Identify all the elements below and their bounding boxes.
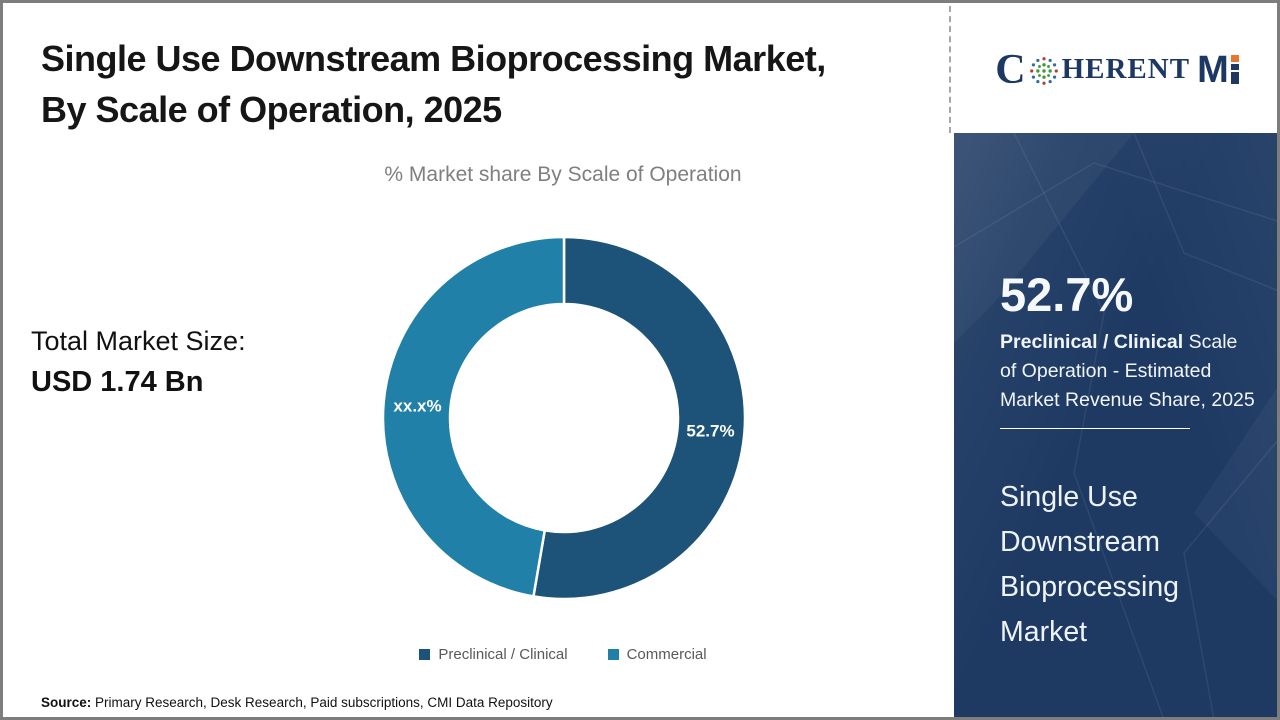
legend-label: Preclinical / Clinical (438, 646, 568, 663)
logo-letter-m: M (1197, 48, 1229, 91)
dashed-divider (949, 6, 951, 133)
donut-slice (381, 235, 566, 598)
source-line: Source: Primary Research, Desk Research,… (41, 695, 553, 710)
page-title-line1: Single Use Downstream Bioprocessing Mark… (41, 38, 826, 79)
logo-letters-herent: HERENT (1061, 53, 1191, 85)
sidebar-desc-bold: Preclinical / Clinical (1000, 331, 1184, 354)
logo-box: C (954, 6, 1277, 133)
coherentmi-logo: C (995, 46, 1239, 93)
source-text: Primary Research, Desk Research, Paid su… (91, 695, 553, 710)
donut-chart: 52.7% xx.x% (381, 235, 747, 601)
page-title: Single Use Downstream Bioprocessing Mark… (41, 33, 931, 135)
page-title-line2: By Scale of Operation, 2025 (41, 89, 502, 130)
legend-swatch-icon (607, 649, 619, 660)
market-size-label: Total Market Size: (31, 326, 246, 356)
donut-slice (531, 235, 747, 601)
sidebar-divider-line (1000, 428, 1190, 430)
chart-legend: Preclinical / Clinical Commercial (163, 646, 963, 663)
sidebar-desc-rest: Scale of Operation - Estimated Market Re… (1000, 331, 1255, 412)
logo-letter-c: C (995, 46, 1026, 93)
source-label: Source: (41, 695, 92, 710)
legend-label: Commercial (626, 646, 707, 663)
sidebar-stat-description: Preclinical / Clinical Scale of Operatio… (1000, 328, 1256, 415)
sidebar-stat-value: 52.7% (1000, 268, 1134, 321)
legend-swatch-icon (419, 649, 431, 660)
chart-title: % Market share By Scale of Operation (384, 163, 742, 186)
logo-bar-i-icon (1230, 55, 1239, 84)
legend-item: Preclinical / Clinical (419, 646, 568, 663)
legend-item: Commercial (607, 646, 707, 663)
donut-slice-label: 52.7% (686, 421, 734, 440)
market-size-value: USD 1.74 Bn (31, 366, 204, 398)
total-market-size: Total Market Size: USD 1.74 Bn (31, 326, 246, 399)
donut-slice-label: xx.x% (393, 397, 441, 416)
sidebar-market-name: Single Use Downstream Bioprocessing Mark… (1000, 481, 1180, 649)
donut-chart-wrap: 52.7% xx.x% (364, 218, 764, 618)
globe-dots-icon (1029, 56, 1058, 85)
highlight-sidebar: 52.7% Preclinical / Clinical Scale of Op… (954, 133, 1277, 717)
